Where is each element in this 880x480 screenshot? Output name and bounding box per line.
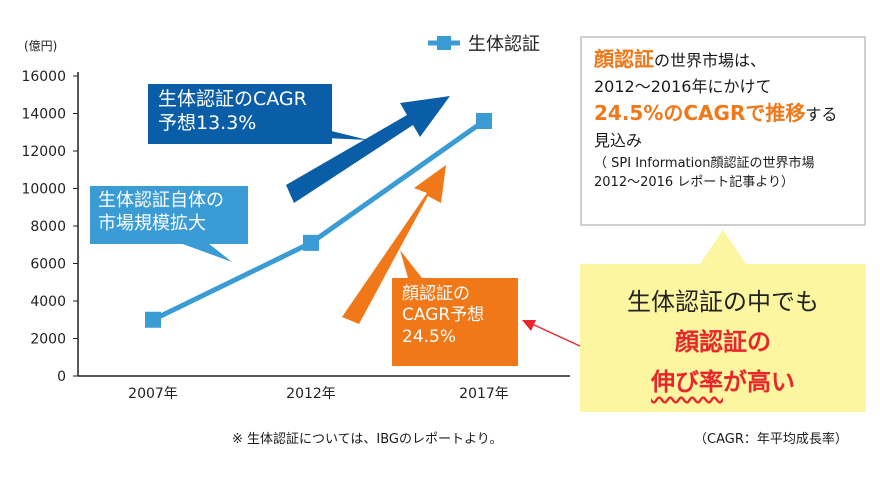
highlight-line-1: 生体認証の中でも [627,288,819,316]
highlight-is-high: が高い [723,368,795,396]
callout-face-cagr: 顔認証の CAGR予想 24.5% [392,278,518,366]
x-tick-label: 2017年 [459,386,509,402]
orange-growth-arrow [342,165,446,324]
info-line-1: 顔認証の世界市場は、 [594,46,854,74]
connector [700,230,746,264]
y-axis-unit: (億円) [24,39,57,53]
info-source-2: 2012～2016 レポート記事より） [594,175,795,190]
highlight-line-2: 顔認証の [675,328,771,356]
x-tick-label: 2007年 [128,386,178,402]
cagr-note: （CAGR：年平均成長率） [694,432,848,447]
callout-market-growth-line2: 市場規模拡大 [98,212,206,234]
info-line-4: 見込み [594,131,643,150]
info-source-1: （ SPI Information顔認証の世界市場 [594,156,815,171]
x-tick-label: 2012年 [286,386,336,402]
legend-label: 生体認証 [468,34,540,55]
y-tick-label: 12000 [21,144,66,160]
y-tick-label: 4000 [30,294,66,310]
info-face-auth: 顔認証 [594,47,654,71]
info-suffix: する [805,105,838,124]
data-point [303,234,319,251]
callout-face-cagr-line3: 24.5% [402,326,457,347]
callout-market-growth-line1: 生体認証自体の [98,190,224,211]
red-pointer-arrowhead [522,320,536,331]
y-tick-label: 2000 [30,332,66,348]
y-tick-label: 14000 [21,107,66,123]
connector-triangle [700,230,746,264]
legend-swatch-marker [437,36,451,50]
y-tick-label: 16000 [21,69,66,85]
info-cagr-highlight: 24.5%のCAGRで推移 [594,101,806,125]
callout-overall-cagr-line1: 生体認証のCAGR [158,88,307,110]
callout-face-cagr-line1: 顔認証の [402,284,470,304]
y-tick-group [73,75,78,377]
info-line-2: 2012～2016年にかけて [594,77,772,96]
x-tick-labels: 2007年 2012年 2017年 [128,386,509,402]
y-tick-label: 8000 [30,219,66,235]
highlight-line-3: 伸び率が高い [580,362,866,402]
legend: 生体認証 [428,34,540,55]
callout-market-growth: 生体認証自体の 市場規模拡大 [90,186,248,244]
info-world-market: の世界市場は、 [654,51,767,70]
callout-face-cagr-line2: CAGR予想 [402,305,485,326]
highlight-growth-rate: 伸び率 [651,368,723,396]
info-box: 顔認証の世界市場は、 2012～2016年にかけて 24.5%のCAGRで推移す… [580,36,866,226]
data-point [476,113,492,129]
highlight-box: 生体認証の中でも 顔認証の 伸び率が高い [580,264,866,412]
dark-blue-growth-arrow [286,96,450,203]
y-tick-label: 0 [57,369,66,385]
callout-tail-face [400,250,422,278]
y-tick-label: 10000 [21,182,66,198]
footnote: ※ 生体認証については、IBGのレポートより。 [232,432,503,447]
data-point [145,311,161,328]
callout-overall-cagr-line2: 予想13.3% [158,111,257,134]
callout-overall-cagr: 生体認証のCAGR 予想13.3% [148,84,332,144]
info-line-3: 24.5%のCAGRで推移する [594,100,854,128]
y-tick-labels: 0 2000 4000 6000 8000 10000 12000 14000 … [21,69,66,385]
callout-tail-market [180,243,232,262]
y-tick-label: 6000 [30,257,66,273]
